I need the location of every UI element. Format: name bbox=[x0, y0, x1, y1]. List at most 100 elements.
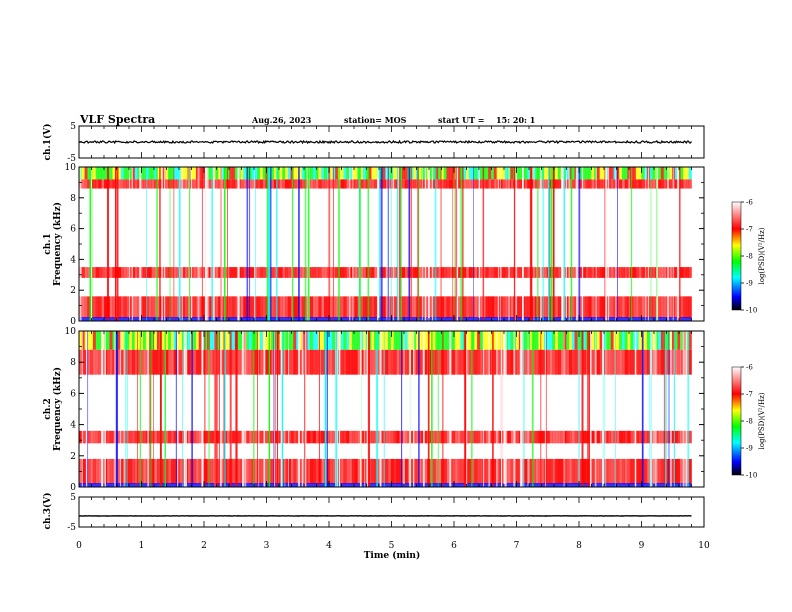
spectrum-band-cell bbox=[482, 458, 486, 484]
spectrum-band-cell bbox=[112, 430, 116, 444]
spectrum-band-cell bbox=[482, 179, 486, 189]
sferic-streak bbox=[672, 167, 674, 321]
spectrum-band-cell bbox=[296, 331, 300, 350]
spectrum-band-cell bbox=[510, 267, 514, 278]
spectrum-band-cell bbox=[326, 296, 330, 318]
spectrum-band-cell bbox=[396, 349, 400, 375]
spectrum-band-cell bbox=[246, 430, 250, 444]
spectrum-band-cell bbox=[148, 267, 152, 278]
spectrum-band-cell bbox=[555, 267, 559, 278]
spectrum-band-cell bbox=[443, 331, 447, 350]
spectrum-band-cell bbox=[527, 179, 531, 189]
spectrum-band-cell bbox=[401, 167, 406, 180]
spectrum-band-cell bbox=[310, 349, 314, 375]
spectrum-band-cell bbox=[198, 167, 202, 180]
spectrum-band-cell bbox=[201, 167, 205, 180]
spectrum-band-cell bbox=[566, 296, 570, 318]
spectrum-band-cell bbox=[301, 296, 305, 318]
spectrum-band-cell bbox=[326, 167, 330, 180]
spectrum-band-cell bbox=[421, 349, 425, 375]
spectrum-band-cell bbox=[296, 349, 300, 375]
spectrum-band-cell bbox=[524, 167, 528, 180]
spectrum-band-cell bbox=[179, 296, 183, 318]
spectrum-band-cell bbox=[393, 458, 397, 484]
spectrum-band-cell bbox=[410, 179, 414, 189]
sferic-streak bbox=[550, 167, 553, 321]
spectrum-band-cell bbox=[182, 267, 186, 278]
sferic-streak bbox=[229, 331, 232, 487]
spectrum-band-cell bbox=[374, 267, 378, 278]
spectrum-band-cell bbox=[254, 179, 258, 189]
spectrum-band-cell bbox=[404, 267, 408, 278]
spectrum-band-cell bbox=[546, 430, 550, 444]
spectrum-band-cell bbox=[457, 349, 461, 375]
spectrum-band-cell bbox=[307, 430, 311, 444]
spectrum-band-cell bbox=[209, 331, 213, 350]
spectrum-band-cell bbox=[340, 331, 344, 350]
spectrum-band-cell bbox=[310, 430, 314, 444]
sferic-streak bbox=[201, 331, 204, 487]
sferic-streak bbox=[268, 167, 271, 321]
spectrum-band-cell bbox=[173, 349, 177, 375]
spectrum-band-cell bbox=[198, 296, 202, 318]
spectrum-band-cell bbox=[318, 458, 322, 484]
spectrum-band-cell bbox=[201, 267, 205, 278]
spectrum-band-cell bbox=[156, 167, 161, 180]
sferic-streak bbox=[523, 331, 525, 487]
spectrum-band-cell bbox=[120, 349, 124, 375]
spectrum-band-cell bbox=[399, 458, 403, 484]
spectrum-band-cell bbox=[644, 349, 648, 375]
spectrum-band-cell bbox=[123, 458, 127, 484]
spectrum-band-cell bbox=[599, 458, 603, 484]
spectrum-band-cell bbox=[535, 296, 539, 318]
spectrum-band-cell bbox=[582, 267, 586, 278]
spectrum-band-cell bbox=[621, 179, 625, 189]
spectrum-band-cell bbox=[493, 296, 497, 318]
spectrum-band-cell bbox=[232, 179, 236, 189]
spectrum-band-cell bbox=[168, 430, 172, 444]
spectrum-band-cell bbox=[432, 458, 436, 484]
sferic-streak bbox=[318, 331, 320, 487]
spectrum-band-cell bbox=[335, 296, 339, 318]
sferic-streak bbox=[376, 167, 380, 321]
sferic-streak bbox=[306, 167, 309, 321]
spectrum-band-cell bbox=[271, 179, 275, 189]
spectrum-band-cell bbox=[87, 167, 91, 180]
spectrum-band-cell bbox=[624, 430, 628, 444]
spectrum-band-cell bbox=[165, 267, 169, 278]
spectrum-band-cell bbox=[683, 458, 687, 484]
spectrum-band-cell bbox=[518, 167, 522, 180]
spectrum-band-cell bbox=[655, 430, 659, 444]
spectrum-band-cell bbox=[641, 296, 645, 318]
spectrum-band-cell bbox=[485, 167, 489, 180]
spectrum-band-cell bbox=[240, 179, 244, 189]
spectrum-band-cell bbox=[298, 349, 303, 375]
spectrum-band-cell bbox=[90, 349, 94, 375]
spectrum-band-cell bbox=[134, 331, 138, 350]
spectrum-band-cell bbox=[635, 179, 639, 189]
x-axis-label: Time (min) bbox=[364, 550, 421, 561]
colorbar-tick-label: -9 bbox=[746, 280, 753, 288]
y-tick-label: 10 bbox=[65, 163, 77, 173]
spectrum-band-cell bbox=[215, 267, 219, 278]
sferic-streak bbox=[418, 331, 420, 487]
spectrum-band-cell bbox=[596, 167, 600, 180]
spectrum-band-cell bbox=[257, 267, 261, 278]
spectrum-band-cell bbox=[154, 267, 158, 278]
spectrum-band-cell bbox=[95, 179, 99, 189]
spectrum-band-cell bbox=[404, 349, 408, 375]
spectrum-band-cell bbox=[282, 267, 286, 278]
spectrum-band-cell bbox=[538, 179, 542, 189]
sferic-streak bbox=[515, 167, 518, 321]
spectrum-band-cell bbox=[644, 331, 648, 350]
spectrum-band-cell bbox=[463, 179, 467, 189]
x-tick-label: 6 bbox=[451, 541, 457, 551]
spectrum-band-cell bbox=[591, 167, 595, 180]
spectrum-band-cell bbox=[276, 179, 280, 189]
spectrum-band-cell bbox=[596, 458, 600, 484]
spectrum-band-cell bbox=[688, 179, 692, 189]
spectrum-band-cell bbox=[285, 430, 289, 444]
spectrum-band-cell bbox=[460, 430, 464, 444]
spectrum-band-cell bbox=[271, 296, 275, 318]
spectrum-band-cell bbox=[271, 167, 275, 180]
